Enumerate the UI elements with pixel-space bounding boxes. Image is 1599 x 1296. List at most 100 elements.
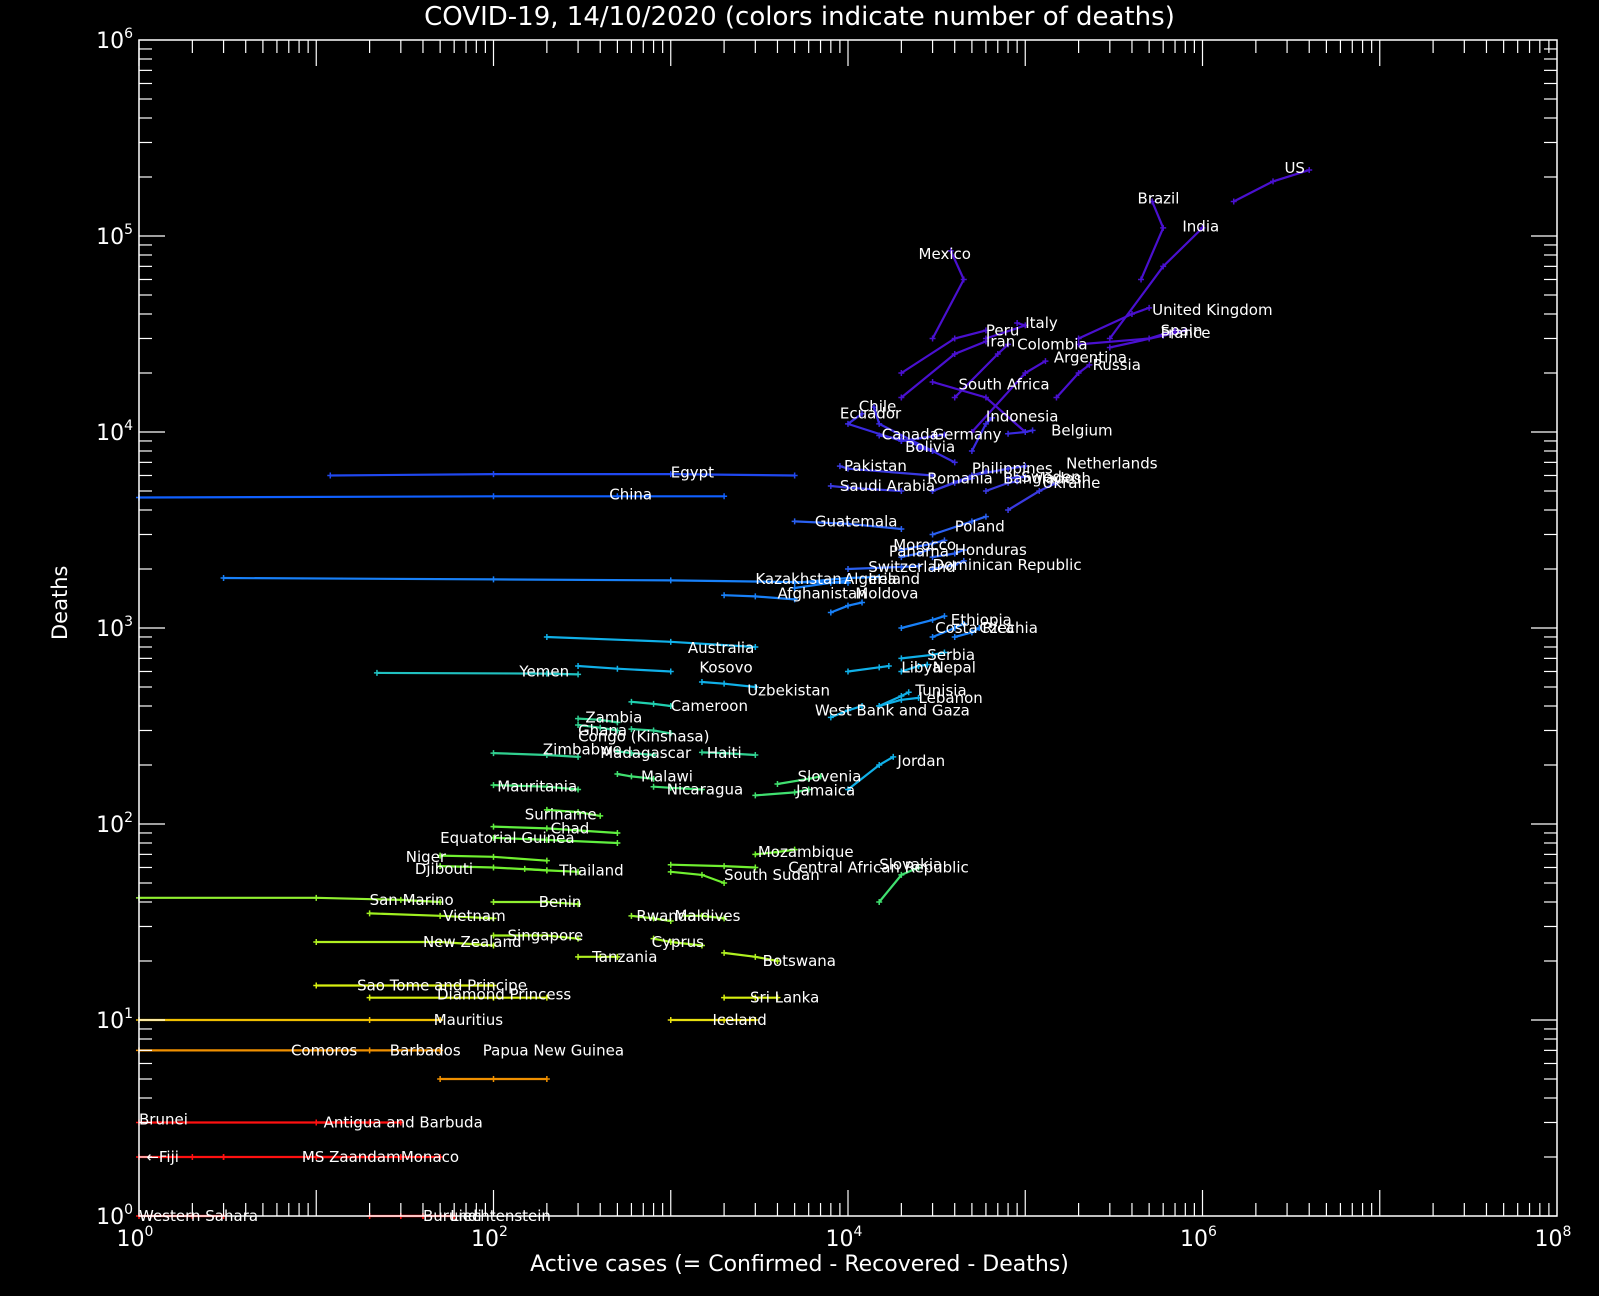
data-point [915, 444, 922, 451]
country-label: Mauritania [497, 778, 577, 796]
data-point [1075, 341, 1082, 348]
data-point [575, 935, 582, 942]
country-label: Ghana [578, 721, 627, 739]
country-label: Poland [955, 517, 1005, 535]
y-tick-label: 105 [96, 222, 133, 250]
data-point [437, 1076, 444, 1082]
data-point [1029, 427, 1036, 434]
data-point [667, 917, 674, 924]
data-point [437, 898, 444, 905]
data-point [366, 1017, 373, 1023]
data-point [791, 584, 798, 591]
data-point [1075, 335, 1082, 342]
country-label: San Marino [370, 891, 454, 909]
data-point [905, 689, 912, 696]
country-label: Liechtenstein [450, 1207, 551, 1225]
data-point [982, 513, 989, 520]
data-point [1014, 319, 1021, 326]
country-label: West Bank and Gaza [815, 701, 970, 719]
data-point [721, 994, 728, 1001]
data-point [941, 649, 948, 656]
data-point [437, 912, 444, 919]
data-point [876, 702, 883, 709]
data-point [543, 932, 550, 939]
series-layer [136, 167, 1313, 1219]
ticks-layer [138, 40, 1557, 1217]
country-label: Indonesia [986, 407, 1059, 425]
data-point [490, 1076, 497, 1082]
data-point [968, 447, 975, 454]
data-point [667, 784, 674, 791]
data-point [575, 715, 582, 722]
data-point [614, 748, 621, 755]
labels-layer: 100 102 104 106 108 100 101 102 103 104 105 106 US Br… [96, 26, 1571, 1252]
country-label: New Zealand [423, 933, 522, 951]
country-label: Niger [406, 848, 447, 866]
data-point [982, 468, 989, 475]
data-point [597, 716, 604, 723]
data-point [397, 896, 404, 903]
data-point [313, 939, 320, 946]
data-point [575, 671, 582, 678]
data-point [1306, 167, 1313, 174]
data-point [628, 912, 635, 919]
y-tick-label: 104 [96, 418, 133, 446]
data-point [1075, 369, 1082, 376]
country-label: Comoros [291, 1041, 357, 1059]
data-point [1053, 394, 1060, 401]
country-label: Rwanda [636, 907, 696, 925]
data-point [929, 531, 936, 538]
data-point [543, 867, 550, 874]
data-point [876, 761, 883, 768]
data-point [397, 1154, 404, 1160]
x-tick-label: 100 [117, 1224, 154, 1252]
data-point [898, 625, 905, 631]
data-point [220, 1154, 227, 1160]
data-point [327, 472, 334, 479]
data-point [805, 775, 812, 782]
country-label: Cyprus [652, 933, 705, 951]
country-label: Congo (Kinshasa) [578, 727, 709, 745]
data-point [898, 488, 905, 495]
data-point [982, 394, 989, 401]
country-label: Lebanon [919, 689, 983, 707]
data-point [650, 751, 657, 758]
data-point [721, 680, 728, 687]
data-point [982, 488, 989, 495]
data-point [628, 750, 635, 757]
data-point [968, 475, 975, 482]
data-point [982, 420, 989, 427]
country-label: Vietnam [443, 907, 506, 925]
country-label: Central African Republic [788, 858, 969, 876]
data-point [597, 724, 604, 731]
data-point [667, 730, 674, 737]
country-label: Benin [539, 893, 582, 911]
country-label: Equatorial Guinea [440, 829, 574, 847]
country-label: Moldova [855, 584, 918, 602]
data-point [929, 447, 936, 454]
data-point [543, 825, 550, 832]
data-point [859, 702, 866, 709]
data-point [890, 753, 897, 760]
data-point [817, 773, 824, 780]
data-point [650, 915, 657, 922]
country-label: Tanzania [591, 948, 657, 966]
country-label: Guatemala [815, 512, 898, 530]
country-label: China [609, 485, 652, 503]
data-point [1005, 341, 1012, 348]
data-point [721, 493, 728, 500]
data-point [490, 982, 497, 989]
series-line-38 [223, 576, 849, 584]
country-label: Honduras [955, 541, 1027, 559]
country-label: Monaco [401, 1148, 459, 1166]
data-point [929, 651, 936, 658]
data-point [1042, 358, 1049, 365]
data-point [951, 351, 958, 358]
data-point [1199, 224, 1206, 231]
data-point [490, 853, 497, 860]
data-point [960, 557, 967, 564]
country-label: Peru [986, 321, 1019, 339]
country-label: Panama [889, 543, 949, 561]
country-label: Slovenia [798, 767, 862, 785]
data-point [774, 957, 781, 964]
